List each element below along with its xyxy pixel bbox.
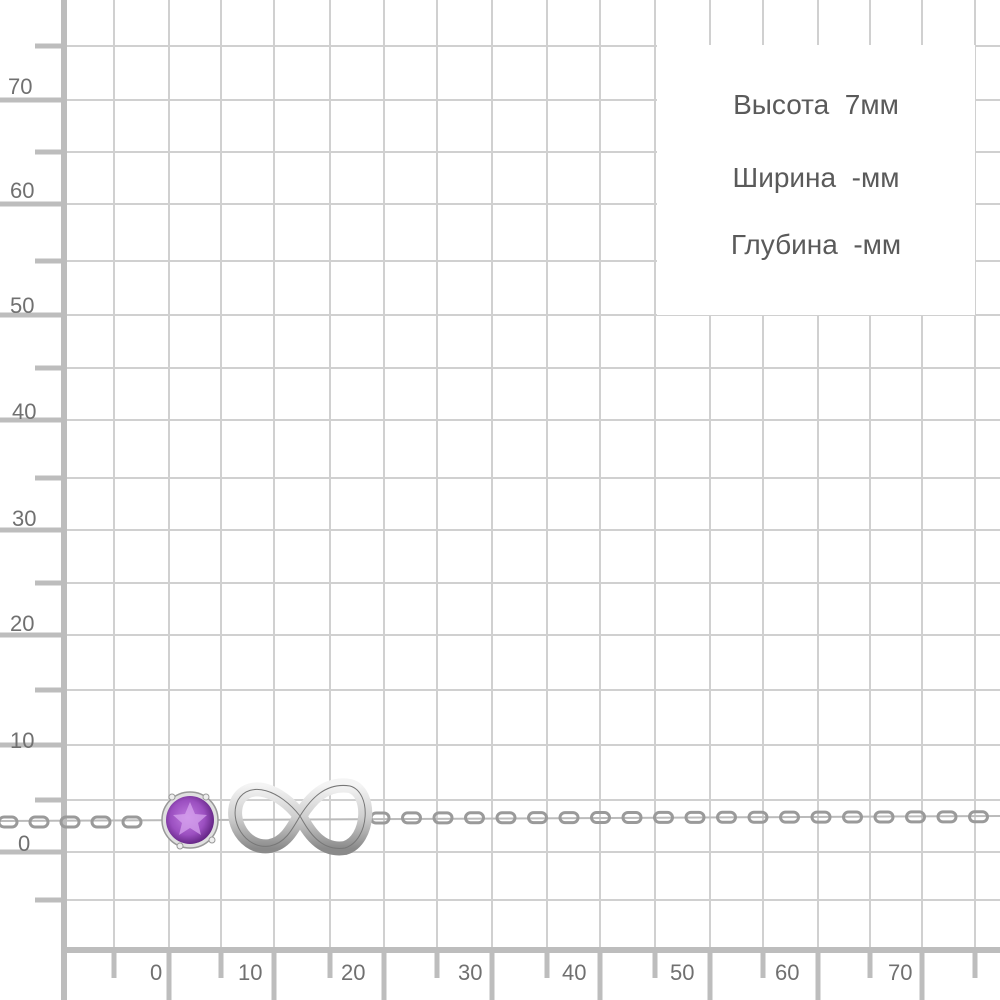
x-tick-label: 10: [238, 960, 263, 985]
x-tick-label: 70: [888, 960, 913, 985]
chain-link: [59, 815, 81, 829]
x-tick-label: 0: [150, 960, 163, 985]
chain-link: [684, 810, 706, 824]
y-tick-label: 40: [12, 399, 37, 424]
infinity-charm: [228, 778, 373, 856]
width-label: Ширина -мм: [732, 162, 900, 193]
chain-link: [121, 815, 143, 829]
y-tick-label: 30: [12, 506, 37, 531]
chain-link: [401, 811, 422, 825]
chain-link: [842, 810, 863, 824]
chain-link: [779, 810, 800, 824]
chain-link: [653, 810, 674, 824]
y-tick-label: 50: [10, 293, 35, 318]
y-tick-label: 20: [10, 611, 35, 636]
x-tick-label: 30: [458, 960, 483, 985]
chain-link: [464, 811, 485, 825]
chain-link: [432, 811, 454, 825]
y-tick-label: 10: [10, 728, 35, 753]
chain-link: [621, 810, 643, 824]
chain-link: [90, 815, 112, 829]
chain-link: [369, 811, 391, 825]
chain-link: [810, 810, 832, 824]
chain-link: [936, 810, 958, 824]
dimensions-panel: Высота 7мм Ширина -мм Глубина -мм: [657, 45, 975, 315]
chain-link: [495, 811, 517, 825]
x-tick-label: 50: [670, 960, 695, 985]
chain-strand: [0, 815, 1000, 822]
chain-link: [28, 815, 50, 829]
chain-link: [968, 810, 989, 824]
chain-link: [873, 810, 895, 824]
chain-link: [716, 810, 737, 824]
y-tick-label: 60: [10, 178, 35, 203]
chain-link: [527, 811, 548, 825]
chain-link: [558, 811, 580, 825]
chain: [0, 810, 1000, 829]
x-tick-label: 20: [341, 960, 366, 985]
chain-link: [590, 811, 611, 825]
y-tick-label: 0: [18, 831, 31, 856]
x-tick-label: 60: [775, 960, 800, 985]
y-tick-label: 70: [8, 74, 33, 99]
chain-link: [905, 810, 926, 824]
height-label: Высота 7мм: [733, 89, 899, 120]
x-tick-label: 40: [562, 960, 587, 985]
stone-setting: [161, 791, 219, 850]
chain-link: [0, 815, 19, 829]
chain-link: [747, 810, 769, 824]
depth-label: Глубина -мм: [730, 229, 902, 260]
